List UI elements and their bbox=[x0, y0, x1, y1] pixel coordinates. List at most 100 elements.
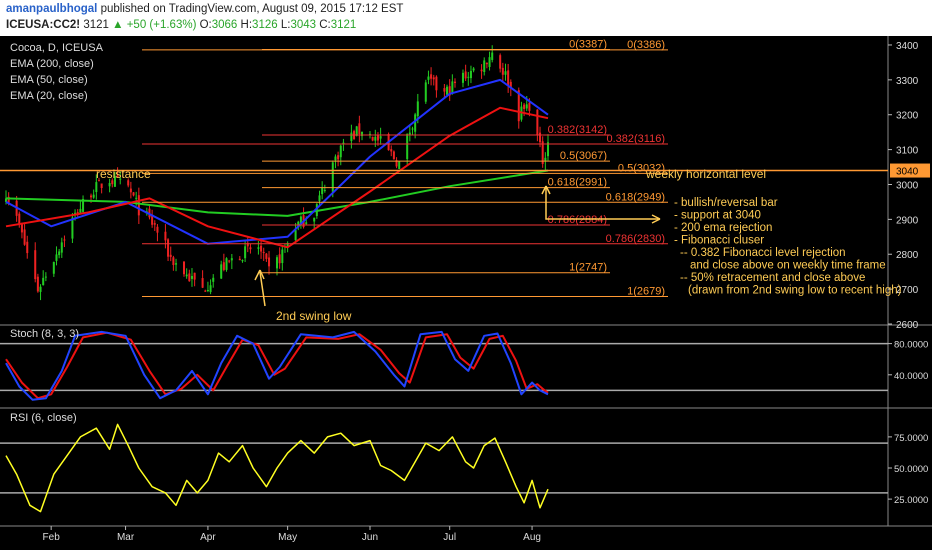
candle-body bbox=[390, 149, 393, 152]
price-tick-label: 3000 bbox=[896, 180, 919, 191]
candle-body bbox=[108, 183, 111, 187]
candle-body bbox=[175, 263, 178, 265]
candle-body bbox=[137, 195, 140, 216]
publish-line: amanpaulbhogal published on TradingView.… bbox=[6, 3, 403, 15]
chart-canvas[interactable]: 2600 2700 2800 2900 3000 3100 3200 3300 3400 3040… bbox=[0, 36, 932, 550]
candle-body bbox=[485, 62, 488, 65]
candle-body bbox=[408, 132, 411, 135]
candle-body bbox=[167, 239, 170, 257]
candle-body bbox=[507, 70, 510, 86]
candle-body bbox=[257, 247, 260, 249]
candle-body bbox=[193, 272, 196, 280]
author-link[interactable]: amanpaulbhogal bbox=[6, 3, 98, 15]
price-tick-label: 2800 bbox=[896, 250, 919, 261]
candle-body bbox=[265, 253, 268, 259]
analysis-note: -- 50% retracement and close above bbox=[680, 272, 865, 284]
ema20-line bbox=[5, 106, 549, 249]
swing-arrow bbox=[259, 271, 266, 307]
candle-body bbox=[71, 217, 74, 239]
candle-body bbox=[182, 261, 186, 275]
candle-body bbox=[395, 160, 398, 167]
legend-title: Cocoa, D, ICEUSA bbox=[10, 42, 104, 54]
fib-level-label: 0.786(2884) bbox=[548, 214, 607, 226]
fib-level-label: 0.786(2830) bbox=[606, 233, 665, 245]
symbol[interactable]: ICEUSA:CC2! bbox=[6, 19, 81, 31]
price-level-tag-text: 3040 bbox=[896, 167, 919, 178]
reversal-arrow bbox=[545, 186, 660, 220]
candle-body bbox=[185, 274, 188, 277]
rsi-pane[interactable]: 25.0000 50.0000 75.0000 bbox=[0, 423, 928, 513]
candle-body bbox=[262, 251, 265, 253]
rsi-title[interactable]: RSI (6, close) bbox=[10, 412, 77, 424]
candle-body bbox=[34, 250, 37, 280]
candle-body bbox=[499, 55, 502, 69]
rsi-line bbox=[5, 423, 549, 513]
low-value: 3043 bbox=[290, 19, 317, 31]
resistance-label: resistance bbox=[96, 167, 151, 181]
candle-body bbox=[281, 249, 284, 264]
candle-body bbox=[36, 276, 39, 292]
stoch-title[interactable]: Stoch (8, 3, 3) bbox=[10, 328, 79, 340]
candle-body bbox=[220, 264, 223, 279]
candle-body bbox=[427, 76, 430, 80]
price-tick-label: 2600 bbox=[896, 320, 919, 331]
candle-body bbox=[323, 190, 326, 192]
weekly-level-label: weekly horizontal level bbox=[645, 167, 766, 181]
candle-body bbox=[278, 254, 281, 264]
candle-body bbox=[127, 180, 130, 186]
stoch-pane[interactable]: 40.0000 80.0000 bbox=[0, 330, 932, 409]
stoch-k-line bbox=[5, 330, 549, 401]
candle-body bbox=[536, 109, 539, 136]
candle-body bbox=[190, 276, 193, 279]
candle-body bbox=[129, 188, 132, 193]
candle-body bbox=[74, 212, 77, 215]
candle-body bbox=[90, 195, 93, 198]
stoch-d-line bbox=[5, 331, 549, 400]
candle-body bbox=[156, 226, 159, 233]
time-axis[interactable]: Feb Mar Apr May Jun Jul Aug bbox=[0, 525, 932, 543]
candle-body bbox=[374, 136, 377, 141]
candle-body bbox=[361, 131, 364, 137]
candle-body bbox=[541, 141, 544, 165]
quote-line: ICEUSA:CC2! 3121 ▲ +50 (+1.63%) O:3066 H… bbox=[6, 19, 356, 31]
legend-ema200[interactable]: EMA (200, close) bbox=[10, 58, 94, 70]
candle-body bbox=[525, 104, 528, 109]
candle-body bbox=[172, 257, 175, 266]
candle-body bbox=[100, 183, 103, 188]
stoch-tick-label: 40.0000 bbox=[894, 371, 928, 382]
month-label: Jun bbox=[362, 532, 378, 543]
candle-body bbox=[79, 208, 82, 213]
swing-arrow-head bbox=[254, 269, 265, 281]
candle-body bbox=[392, 151, 395, 160]
fib-level-label: 1(2679) bbox=[627, 285, 665, 297]
last-price: 3121 bbox=[83, 19, 109, 31]
price-tick-label: 3400 bbox=[896, 41, 919, 52]
price-pane[interactable]: 2600 2700 2800 2900 3000 3100 3200 3300 3400 3040… bbox=[0, 36, 932, 526]
legend-ema50[interactable]: EMA (50, close) bbox=[10, 74, 88, 86]
reversal-arrow-head bbox=[651, 214, 661, 224]
candle-body bbox=[164, 231, 167, 241]
candle-body bbox=[358, 123, 361, 134]
candle-body bbox=[206, 289, 209, 291]
candle-body bbox=[472, 68, 475, 71]
candle-body bbox=[39, 286, 42, 292]
candle-body bbox=[244, 246, 247, 259]
price-tick-label: 2900 bbox=[896, 215, 919, 226]
legend-ema20[interactable]: EMA (20, close) bbox=[10, 90, 88, 102]
candle-body bbox=[151, 214, 154, 225]
candle-body bbox=[416, 101, 419, 117]
candle-body bbox=[313, 217, 316, 222]
candle-body bbox=[411, 128, 414, 130]
candle-body bbox=[480, 69, 483, 72]
candle-body bbox=[414, 114, 417, 132]
candle-body bbox=[546, 142, 550, 157]
fib-level-label: 0.5(3032) bbox=[618, 162, 665, 174]
candle-body bbox=[334, 156, 337, 161]
open-value: 3066 bbox=[211, 19, 238, 31]
month-label: Apr bbox=[200, 532, 216, 543]
candle-body bbox=[339, 145, 342, 158]
month-label: Mar bbox=[117, 532, 135, 543]
candle-body bbox=[169, 254, 172, 257]
analysis-note: (drawn from 2nd swing low to recent high… bbox=[688, 285, 902, 297]
candle-body bbox=[432, 77, 435, 80]
